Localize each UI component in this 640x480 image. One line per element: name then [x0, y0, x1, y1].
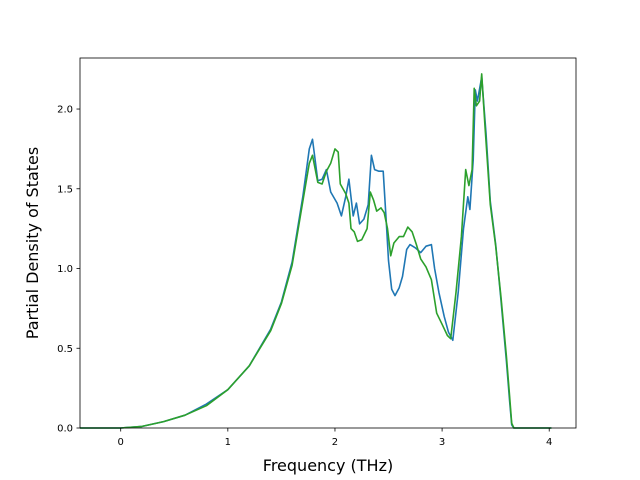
y-tick-label: 0.0 [57, 424, 73, 435]
x-tick-label: 4 [546, 437, 552, 448]
x-tick-label: 2 [332, 437, 338, 448]
y-tick-label: 0.5 [57, 344, 73, 355]
x-axis-title: Frequency (THz) [263, 456, 393, 475]
y-tick-label: 1.0 [57, 264, 73, 275]
series-line-2 [80, 73, 552, 429]
x-tick-label: 3 [439, 437, 445, 448]
x-tick-label: 0 [118, 437, 124, 448]
y-axis-title: Partial Density of States [23, 147, 42, 339]
x-tick-label: 1 [225, 437, 231, 448]
plot-lines [80, 73, 552, 429]
y-tick-label: 1.5 [57, 184, 73, 195]
plot-frame [79, 57, 577, 429]
axis-ticks: 0 1 2 3 4 0.0 0.5 1.0 1.5 2.0 [57, 105, 552, 448]
y-tick-label: 2.0 [57, 105, 73, 116]
